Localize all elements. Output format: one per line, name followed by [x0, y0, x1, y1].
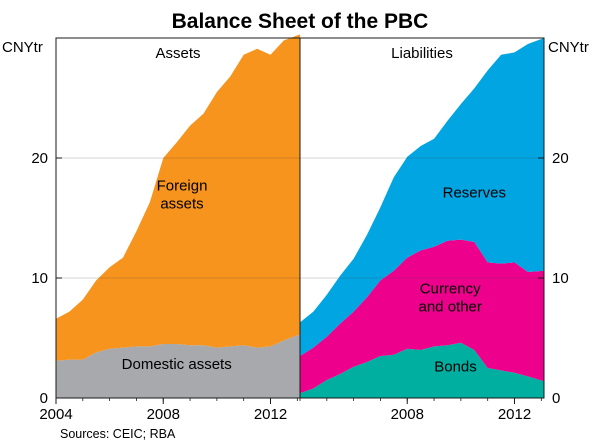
y-tick-label-right: 0 [552, 390, 560, 407]
area-currency-and-other [300, 239, 544, 394]
x-tick-label-left: 2008 [147, 406, 180, 423]
right-panel-frame [299, 37, 545, 399]
y-unit-right: CNYtr [548, 39, 589, 56]
area-labels: Domestic assets Foreign assets Bonds Currenc… [122, 177, 506, 375]
area-label-currency-and-other: Currency and other [419, 281, 482, 316]
chart-title: Balance Sheet of the PBC [172, 10, 429, 33]
y-tick-label-left: 20 [31, 150, 48, 167]
area-layers [56, 34, 544, 398]
x-tick-label-left: 2012 [254, 406, 287, 423]
area-label-reserves: Reserves [443, 185, 506, 202]
area-bonds [300, 342, 544, 398]
x-tick-label-left: 2004 [39, 406, 72, 423]
area-label-domestic-assets: Domestic assets [122, 356, 232, 373]
x-tick-label-right: 2008 [391, 406, 424, 423]
y-tick-label-left: 0 [40, 390, 48, 407]
source-note: Sources: CEIC; RBA [60, 427, 176, 441]
x-tick-label-right: 2012 [498, 406, 531, 423]
panel-title-assets: Assets [155, 45, 200, 62]
y-tick-label-right: 20 [552, 150, 569, 167]
y-unit-left: CNYtr [2, 39, 43, 56]
area-label-foreign-assets: Foreign assets [157, 177, 208, 212]
area-label-bonds: Bonds [434, 359, 477, 376]
area-domestic-assets [56, 334, 300, 398]
area-foreign-assets [56, 34, 300, 361]
y-tick-label-right: 10 [552, 270, 569, 287]
axis-ticks: 0 0 10 10 20 20 2004 2008 2012 2008 2012 [31, 150, 568, 423]
panel-title-liabilities: Liabilities [391, 45, 453, 62]
y-tick-label-left: 10 [31, 270, 48, 287]
area-reserves [300, 38, 544, 356]
